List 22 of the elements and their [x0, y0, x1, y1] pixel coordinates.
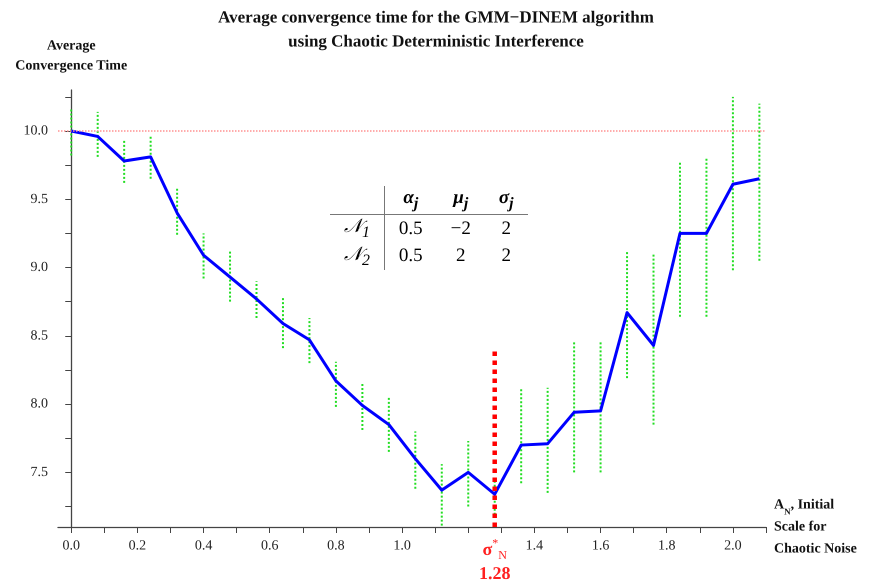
- x-tick-label: 0.6: [260, 538, 278, 554]
- text: 𝒩$_{1}$ 0.5 −2 2: [344, 216, 511, 241]
- text: 𝒩$_{2}$ 0.5 2 2: [344, 244, 511, 268]
- y-axis-title: Average Convergence Time: [15, 38, 128, 74]
- y-tick-label: 9.0: [30, 260, 48, 276]
- x-tick-label: 1.4: [526, 538, 544, 554]
- x-tick-label: 0.8: [327, 538, 345, 554]
- x-tick-label: 1.6: [592, 538, 610, 554]
- x-tick-label: 1.0: [393, 538, 411, 554]
- annotation: σ*N 1.28: [478, 536, 510, 583]
- y-tick-label: 7.5: [30, 464, 48, 480]
- x-tick-label: 1.8: [658, 538, 676, 554]
- y-tick-label: 8.0: [30, 396, 48, 412]
- y-tick-label: 10.0: [24, 123, 48, 138]
- chart-title: Average convergence time for the GMM−DINEM algorithm using Chaotic Deterministic Interference: [218, 8, 654, 50]
- y-tick-label: 9.5: [30, 192, 48, 207]
- x-tick-label: 0.0: [62, 538, 80, 554]
- x-tick-label: 2.0: [724, 538, 742, 554]
- x-tick-label: 0.2: [128, 538, 146, 554]
- x-tick-label: 0.4: [194, 538, 212, 554]
- text: α$_{j}$ μ$_{j}$ σ$_{j}$: [403, 187, 514, 212]
- y-tick-label: 8.5: [30, 328, 48, 344]
